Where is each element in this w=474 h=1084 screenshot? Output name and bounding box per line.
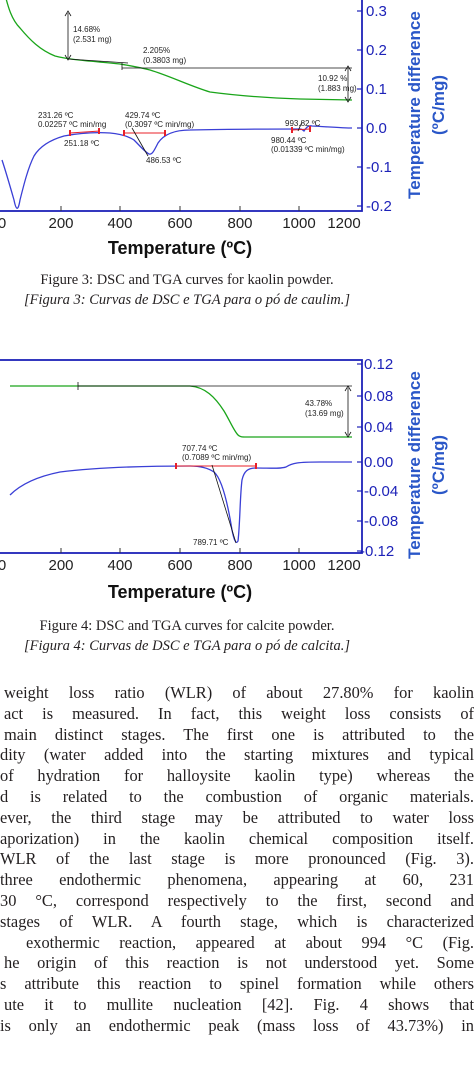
caption-pt: [Figura 3: Curvas de DSC e TGA para o pó… — [24, 292, 350, 308]
y-right-tick-label: 0.0 — [366, 120, 387, 137]
tga-annotation-lines — [77, 382, 352, 438]
annotation: 0.02257 ºC min/mg — [38, 120, 106, 129]
annotation: 231.26 ºC — [38, 111, 74, 120]
x-tick-label: 400 — [107, 215, 132, 232]
annotation: 429.74 ºC — [125, 111, 161, 120]
y-right-axis-label: Temperature difference — [405, 371, 424, 559]
x-tick-label: 1200 — [327, 557, 360, 574]
annotation: (1.883 mg) — [318, 84, 357, 93]
x-ticks — [60, 206, 300, 211]
x-tick-label: 1000 — [282, 557, 315, 574]
x-tick-label: 200 — [48, 215, 73, 232]
x-tick-label: 800 — [227, 557, 252, 574]
annotation: 980.44 ºC — [271, 136, 307, 145]
x-tick-label: 600 — [167, 557, 192, 574]
figure-3-svg: 0 200 400 600 800 1000 1200 0.3 0.2 0.1 … — [0, 0, 448, 258]
paragraph-line: WLR of the last stage is more pronounced… — [0, 849, 474, 869]
y-right-axis-unit: (ºC/mg) — [429, 75, 448, 135]
paragraph-line: he origin of this reaction is not unders… — [4, 953, 474, 973]
y-right-axis-unit: (ºC/mg) — [429, 435, 448, 495]
caption-pt: [Figura 4: Curvas de DSC e TGA para o pó… — [24, 638, 350, 654]
figure-4-chart: 0 200 400 600 800 1000 1200 0.12 0.08 0.… — [0, 345, 474, 610]
dsc-markers — [175, 463, 257, 469]
figure-4-svg: 0 200 400 600 800 1000 1200 0.12 0.08 0.… — [0, 356, 448, 602]
annotation: 10.92 % — [318, 74, 347, 83]
y-right-tick-label: 0.1 — [366, 81, 387, 98]
paragraph-line: exothermic reaction, appeared at about 9… — [26, 932, 474, 952]
annotation: (0.7089 ºC min/mg) — [182, 453, 252, 462]
paragraph-line: 30 °C, correspond respectively to the fi… — [0, 890, 474, 910]
annotation: (0.3097 ºC min/mg) — [125, 120, 195, 129]
body-paragraph: weight loss ratio (WLR) of about 27.80% … — [0, 683, 474, 1037]
annotation: 707.74 ºC — [182, 444, 218, 453]
plot-frame — [0, 359, 363, 554]
annotation: 43.78% — [305, 399, 332, 408]
paragraph-line: of hydration for halloysite kaolin type)… — [0, 766, 474, 786]
dsc-onset-lines — [211, 464, 237, 544]
x-tick-label: 1200 — [327, 215, 360, 232]
y-right-tick-label: 0.00 — [364, 454, 393, 471]
paragraph-line: s attribute this reaction to spinel form… — [0, 974, 474, 994]
x-tick-label: 200 — [48, 557, 73, 574]
y-right-tick-label: -0.08 — [364, 513, 398, 530]
annotation: (2.531 mg) — [73, 35, 112, 44]
y-right-tick-label: 0.08 — [364, 388, 393, 405]
y-right-tick-label: 0.04 — [364, 419, 393, 436]
x-tick-label: 800 — [227, 215, 252, 232]
caption-en: Figure 3: DSC and TGA curves for kaolin … — [40, 272, 334, 288]
annotation: (13.69 mg) — [305, 409, 344, 418]
x-tick-label: 1000 — [282, 215, 315, 232]
plot-frame — [0, 0, 363, 212]
tga-annotation-lines — [64, 10, 352, 103]
x-tick-label: 400 — [107, 557, 132, 574]
dsc-markers — [69, 126, 311, 136]
x-tick-label: 0 — [0, 215, 6, 232]
paragraph-line: d is related to the combustion of organi… — [0, 786, 474, 806]
paragraph-line: act is measured. In fact, this weight lo… — [4, 703, 474, 723]
paragraph-line: weight loss ratio (WLR) of about 27.80% … — [4, 683, 474, 702]
x-axis-label: Temperature (ºC) — [108, 582, 252, 602]
tga-curve — [10, 385, 352, 438]
paragraph-line: ute it to mullite nucleation [42]. Fig. … — [4, 994, 474, 1014]
y-right-axis-label: Temperature difference — [405, 11, 424, 199]
paragraph-line: three endothermic phenomena, appearing a… — [0, 870, 474, 890]
dsc-curve — [9, 461, 352, 544]
dsc-onset-lines — [131, 121, 303, 157]
annotation: (0.01339 ºC min/mg) — [271, 145, 345, 154]
annotation: 14.68% — [73, 25, 100, 34]
y-right-tick-label: -0.12 — [360, 543, 394, 560]
annotation: 486.53 ºC — [146, 156, 182, 165]
annotation: 251.18 ºC — [64, 139, 100, 148]
annotation: 993.82 ºC — [285, 119, 321, 128]
dsc-baselines — [69, 128, 311, 134]
annotation: (0.3803 mg) — [143, 56, 186, 65]
paragraph-line: is only an endothermic peak (mass loss o… — [0, 1015, 474, 1035]
paragraph-line: ever, the third stage may be attributed … — [0, 807, 474, 827]
y-right-tick-label: 0.12 — [364, 356, 393, 373]
y-right-tick-label: -0.2 — [366, 198, 392, 215]
x-tick-label: 0 — [0, 557, 6, 574]
annotation: 789.71 ºC — [193, 538, 229, 547]
y-right-ticks — [357, 10, 362, 207]
x-tick-label: 600 — [167, 215, 192, 232]
caption-en: Figure 4: DSC and TGA curves for calcite… — [39, 618, 335, 634]
y-right-tick-label: 0.3 — [366, 3, 387, 20]
y-right-tick-label: -0.04 — [364, 483, 398, 500]
y-right-ticks — [357, 363, 362, 552]
x-axis-label: Temperature (ºC) — [108, 238, 252, 258]
y-right-tick-label: 0.2 — [366, 42, 387, 59]
x-ticks — [60, 548, 300, 553]
paragraph-line: stages of WLR. A fourth stage, which is … — [0, 911, 474, 931]
figure-4-caption: Figure 4: DSC and TGA curves for calcite… — [0, 616, 424, 656]
paragraph-line: main distinct stages. The first one is a… — [4, 724, 474, 744]
y-right-tick-label: -0.1 — [366, 159, 392, 176]
paragraph-line: dity (water added into the starting mixt… — [0, 745, 474, 765]
figure-3-chart: 0 200 400 600 800 1000 1200 0.3 0.2 0.1 … — [0, 0, 474, 262]
tga-curve — [5, 0, 353, 101]
paragraph-line: aporization) in the kaolin chemical comp… — [0, 828, 474, 848]
figure-3-caption: Figure 3: DSC and TGA curves for kaolin … — [0, 270, 424, 310]
annotation: 2.205% — [143, 46, 170, 55]
